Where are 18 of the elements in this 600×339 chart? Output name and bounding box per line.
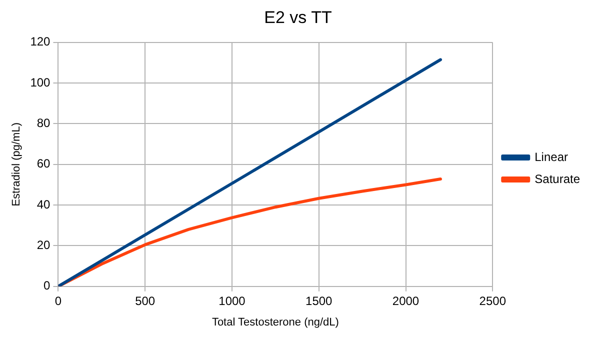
chart-title: E2 vs TT: [264, 8, 332, 27]
y-tick-label: 40: [36, 197, 51, 212]
x-tick-label: 1500: [306, 294, 333, 308]
y-tick-label: 100: [30, 75, 51, 90]
x-tick-label: 2500: [479, 294, 506, 308]
y-tick-label: 20: [36, 238, 51, 252]
y-axis-title: Estradiol (pg/mL): [10, 122, 23, 206]
x-tick-label: 500: [135, 294, 156, 308]
x-tick-label: 1000: [218, 294, 246, 308]
x-tick-label: 0: [54, 294, 62, 308]
legend-label: Linear: [534, 150, 568, 164]
x-tick-label: 2000: [392, 294, 420, 308]
y-tick-label: 60: [36, 156, 51, 171]
x-axis-title: Total Testosterone (ng/dL): [212, 316, 339, 328]
legend-label: Saturate: [534, 172, 580, 186]
y-tick-label: 80: [36, 116, 51, 130]
y-tick-label: 120: [30, 34, 51, 49]
y-tick-label: 0: [44, 278, 51, 293]
